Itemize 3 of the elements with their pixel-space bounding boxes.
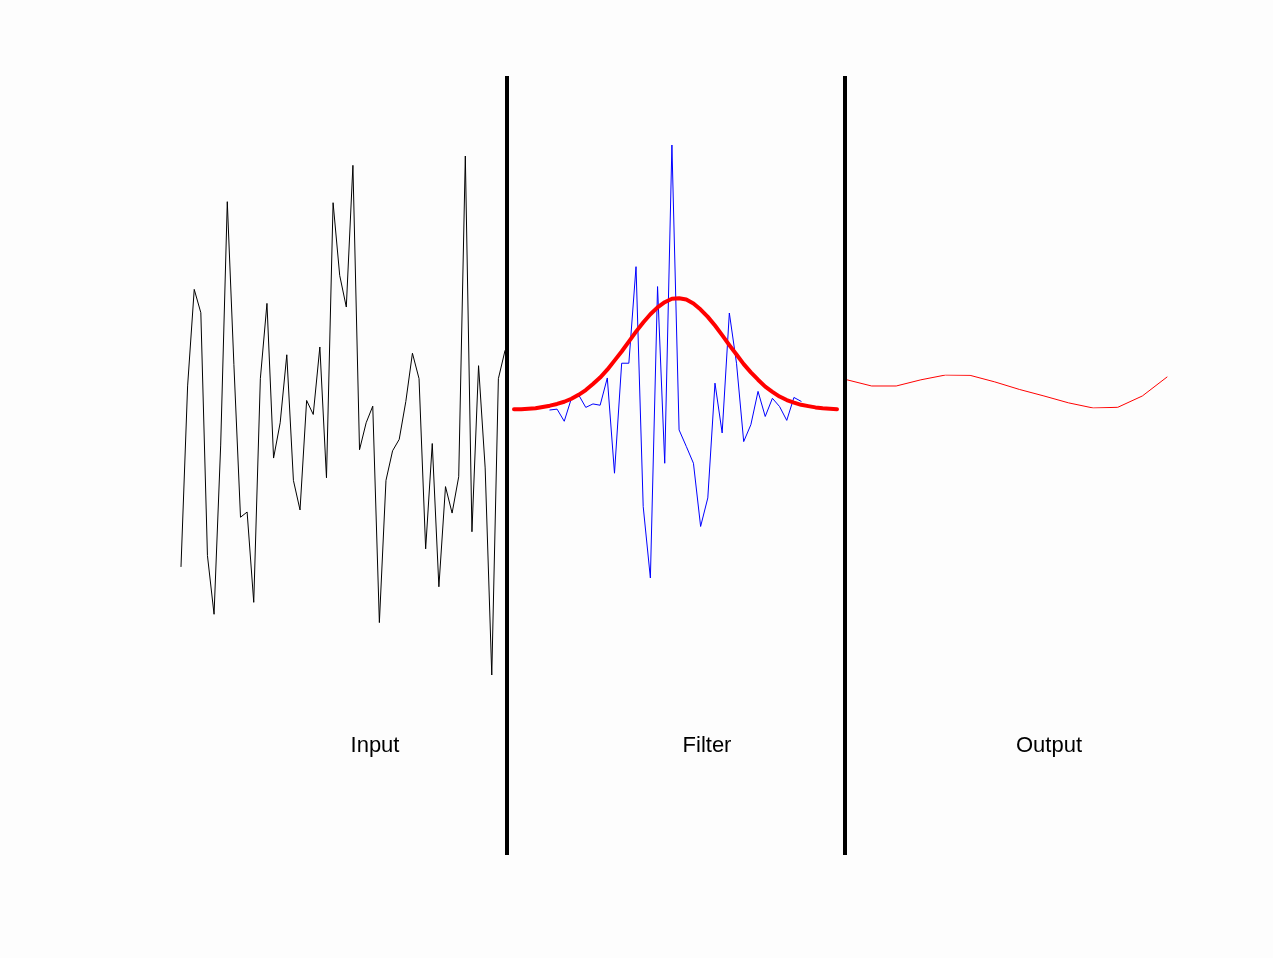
x-axis-title: Filter xyxy=(682,731,732,757)
x-axis-title: Input xyxy=(350,731,400,757)
x-axis-title: Output xyxy=(1015,731,1083,757)
